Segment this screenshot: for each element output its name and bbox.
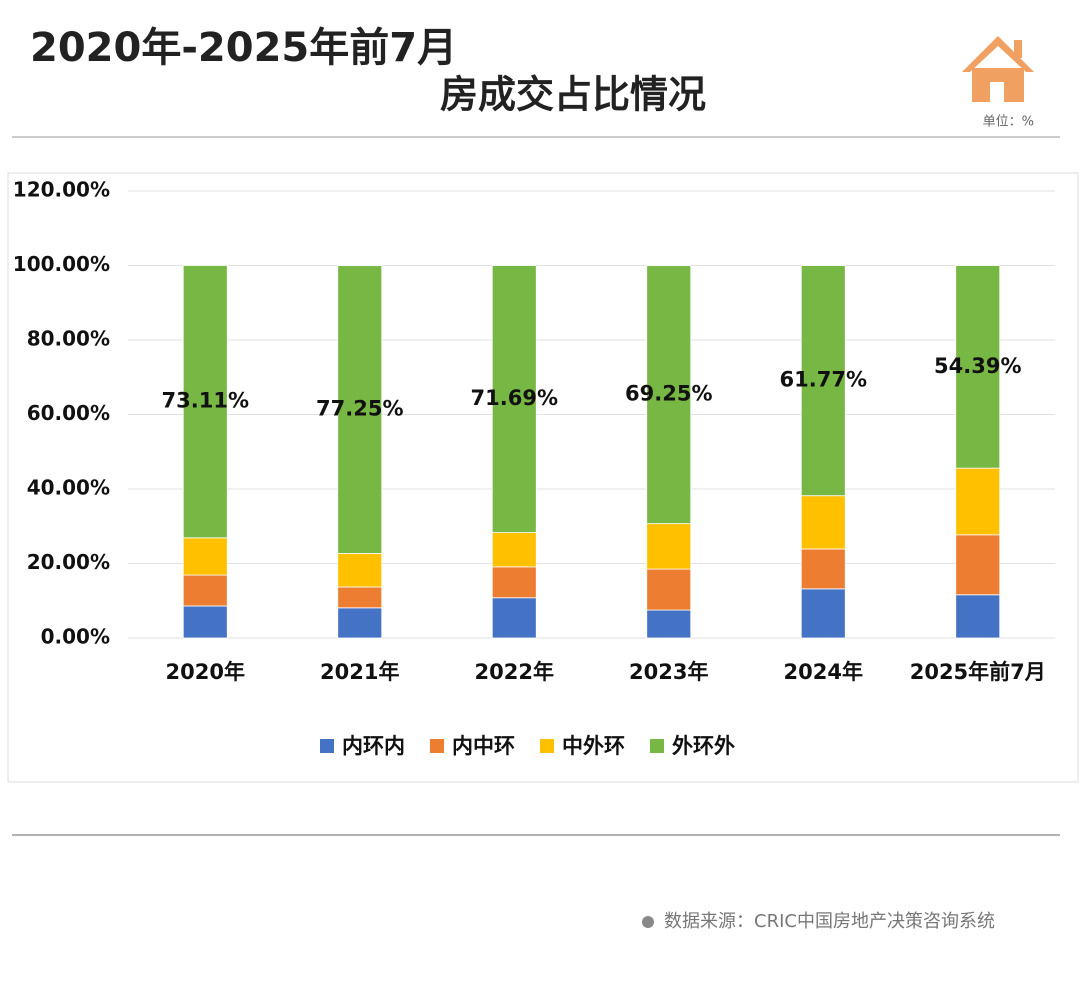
bar-segment [646,568,692,611]
y-tick-label: 120.00% [13,178,110,202]
chart-title: 2020年-2025年前7月 [30,25,457,71]
bar-segment [955,467,1001,536]
y-tick-label: 60.00% [27,401,110,425]
legend-label: 内中环 [452,734,515,758]
bar-segment [646,609,692,639]
bar-segment [491,566,537,599]
house-icon [962,36,1034,102]
legend-label: 中外环 [562,734,625,758]
bar-segment [800,548,846,590]
unit-note: 单位：% [983,115,1034,130]
data-label: 61.77% [780,368,867,392]
legend-swatch [650,739,664,753]
bar-segment [800,495,846,550]
bullet [642,916,654,928]
bar-segment [491,532,537,568]
legend-label: 外环外 [672,734,735,758]
bar-segment [337,265,383,554]
bar-segment [955,534,1001,596]
x-tick-label: 2023年 [629,660,708,684]
chart-subtitle: 房成交占比情况 [440,73,706,117]
legend-swatch [540,739,554,753]
bar-segment [955,594,1001,639]
y-tick-label: 100.00% [13,252,110,276]
bar-segment [646,265,692,525]
bar-segment [646,523,692,570]
y-tick-label: 40.00% [27,476,110,500]
x-tick-label: 2021年 [320,660,399,684]
bar-segment [337,586,383,609]
x-tick-label: 2024年 [784,660,863,684]
y-tick-label: 20.00% [27,550,110,574]
x-tick-label: 2025年前7月 [910,660,1046,684]
bar-segment [800,265,846,497]
data-label: 54.39% [934,354,1021,378]
source-note: 数据来源：CRIC中国房地产决策咨询系统 [664,911,995,932]
bar-segment [491,597,537,639]
y-tick-label: 80.00% [27,327,110,351]
x-tick-label: 2022年 [475,660,554,684]
bar-segment [800,588,846,639]
bar-segment [955,265,1001,469]
legend-label: 内环内 [342,734,405,758]
data-label: 71.69% [471,386,558,410]
bar-segment [182,265,228,539]
bar-segment [337,607,383,639]
x-tick-label: 2020年 [166,660,245,684]
legend-swatch [320,739,334,753]
chart-frame [7,172,1079,783]
y-tick-label: 0.00% [41,625,110,649]
bar-segment [491,265,537,533]
bar-segment [182,537,228,576]
bar-segment [182,605,228,639]
legend-swatch [430,739,444,753]
data-label: 69.25% [625,382,712,406]
data-label: 73.11% [162,389,249,413]
data-label: 77.25% [316,397,403,421]
bar-segment [337,553,383,588]
bar-segment [182,574,228,607]
